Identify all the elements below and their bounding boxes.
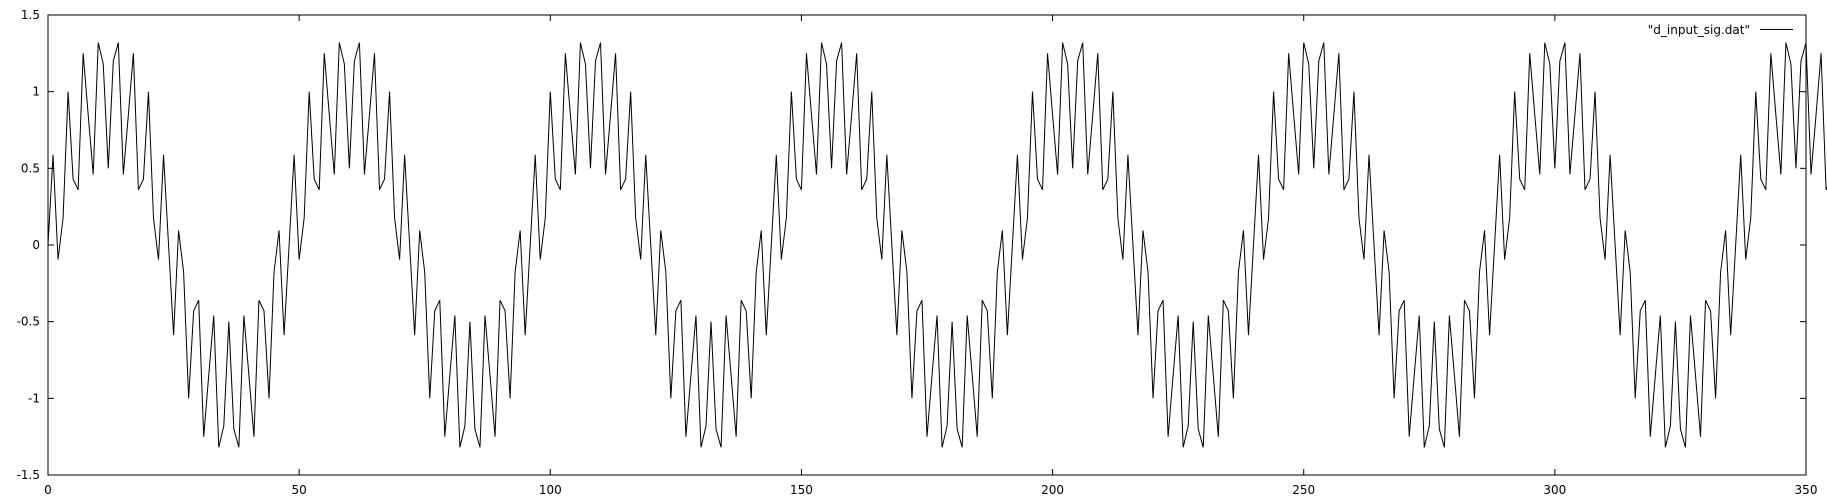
y-tick-label: -1.5	[17, 468, 40, 482]
legend-label-d-input-sig: "d_input_sig.dat"	[1648, 23, 1750, 37]
y-tick-label: 0	[32, 238, 40, 252]
x-tick-label: 250	[1292, 483, 1315, 497]
x-tick-label: 50	[292, 483, 307, 497]
series-layer	[47, 42, 1827, 448]
x-axis-ticks: 0 50 100 150 200 250 300 350	[44, 15, 1817, 497]
y-tick-label: -0.5	[17, 315, 40, 329]
y-tick-label: 0.5	[21, 161, 40, 175]
y-tick-label: 1.5	[21, 8, 40, 22]
x-tick-label: 350	[1795, 483, 1818, 497]
y-tick-label: -1	[28, 391, 40, 405]
legend: "d_input_sig.dat"	[1648, 23, 1793, 37]
x-tick-label: 100	[539, 483, 562, 497]
plot-frame	[47, 14, 1807, 476]
x-tick-label: 300	[1543, 483, 1566, 497]
y-axis-ticks: 1.5 1 0.5 0 -0.5 -1 -1.5	[17, 8, 1806, 482]
series-line-0	[47, 42, 1827, 448]
x-tick-label: 200	[1041, 483, 1064, 497]
x-tick-label: 0	[44, 483, 52, 497]
y-tick-label: 1	[32, 85, 40, 99]
x-tick-label: 150	[790, 483, 813, 497]
